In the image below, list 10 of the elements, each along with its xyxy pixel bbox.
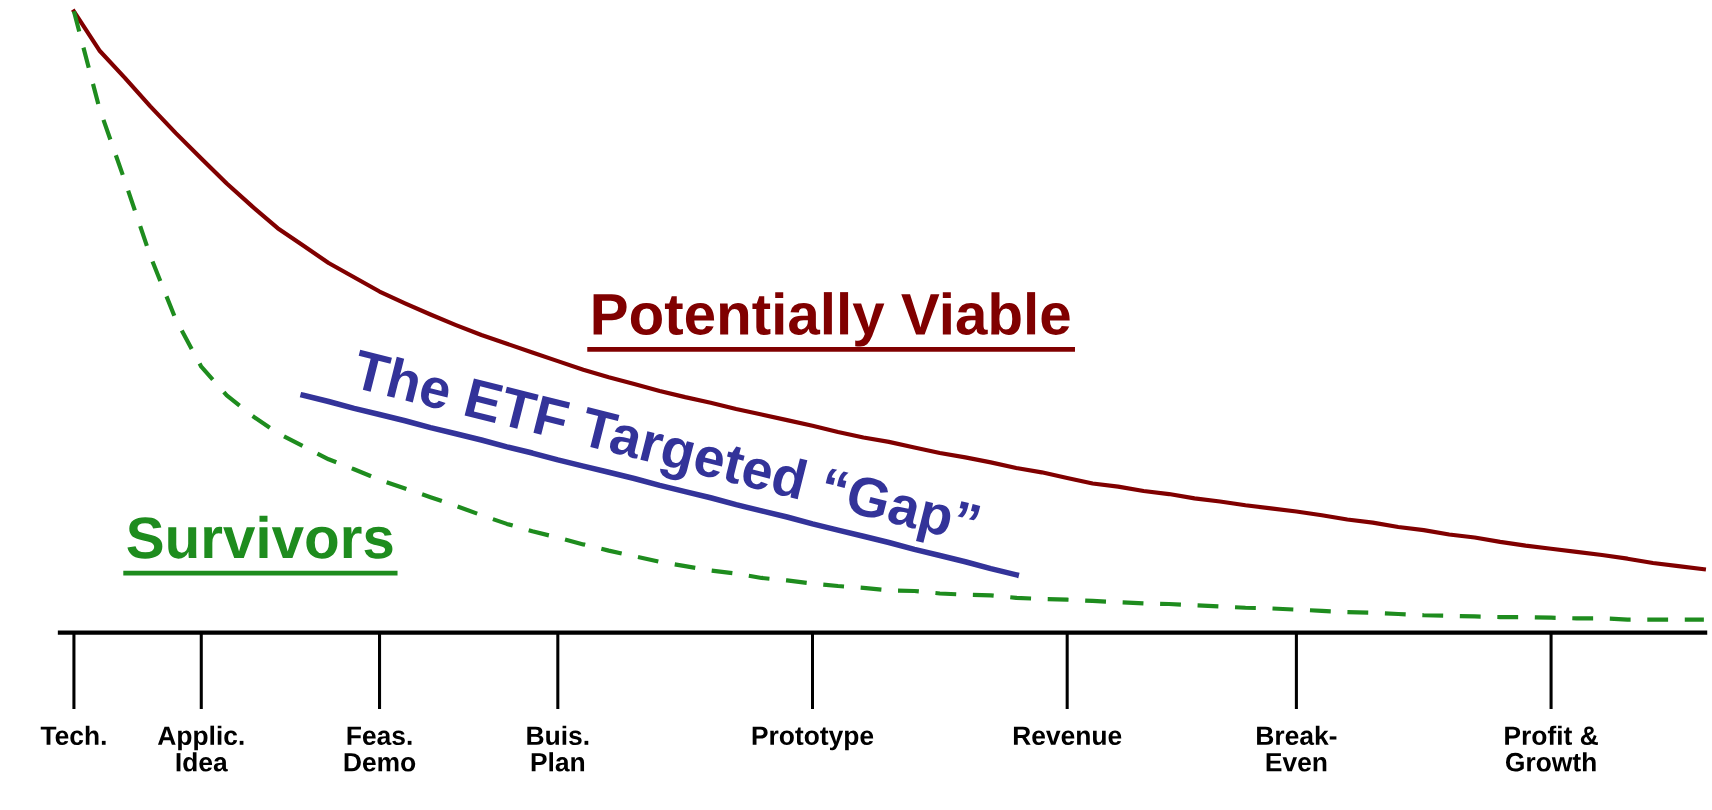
x-tick-label: Applic. Idea — [157, 725, 244, 772]
x-tick-label: Break- Even — [1257, 725, 1337, 772]
x-tick-label: Feas. Demo — [344, 726, 416, 772]
x-tick-label: Revenue — [1013, 726, 1122, 746]
x-tick-label: Tech. — [40, 725, 106, 746]
x-tick-label: Profit & Growth — [1505, 725, 1598, 772]
x-tick-label: Buis. Plan — [527, 725, 589, 772]
x-tick-label: Prototype — [752, 726, 874, 751]
series-label: Survivors — [127, 515, 393, 559]
series-label: Potentially Viable — [593, 292, 1070, 347]
